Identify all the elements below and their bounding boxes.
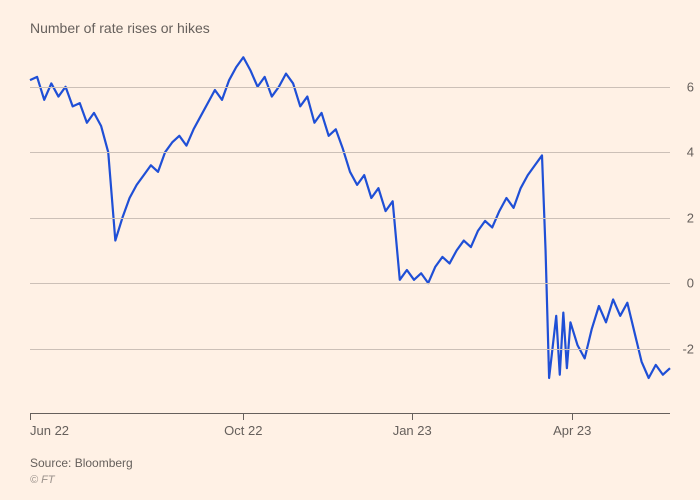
y-tick-label: 0 <box>687 276 694 291</box>
gridline <box>30 87 670 88</box>
x-tick <box>30 414 31 420</box>
chart-subtitle: Number of rate rises or hikes <box>30 20 670 36</box>
copyright-label: © FT <box>30 474 133 486</box>
y-tick-label: -2 <box>682 341 694 356</box>
chart-line-series <box>30 54 670 414</box>
y-tick-label: 2 <box>687 210 694 225</box>
x-tick-label: Jun 22 <box>30 423 69 438</box>
chart-plot-area: -20246Jun 22Oct 22Jan 23Apr 23 <box>30 54 670 414</box>
source-label: Source: Bloomberg <box>30 456 133 470</box>
x-tick-label: Jan 23 <box>393 423 432 438</box>
x-tick <box>243 414 244 420</box>
gridline <box>30 283 670 284</box>
y-tick-label: 6 <box>687 79 694 94</box>
chart-footer: Source: Bloomberg © FT <box>30 456 133 486</box>
gridline <box>30 152 670 153</box>
x-tick <box>572 414 573 420</box>
x-axis <box>30 413 670 414</box>
chart-container: Number of rate rises or hikes -20246Jun … <box>30 20 670 440</box>
gridline <box>30 349 670 350</box>
x-tick-label: Apr 23 <box>553 423 591 438</box>
gridline <box>30 218 670 219</box>
x-tick-label: Oct 22 <box>224 423 262 438</box>
x-tick <box>412 414 413 420</box>
y-tick-label: 4 <box>687 145 694 160</box>
